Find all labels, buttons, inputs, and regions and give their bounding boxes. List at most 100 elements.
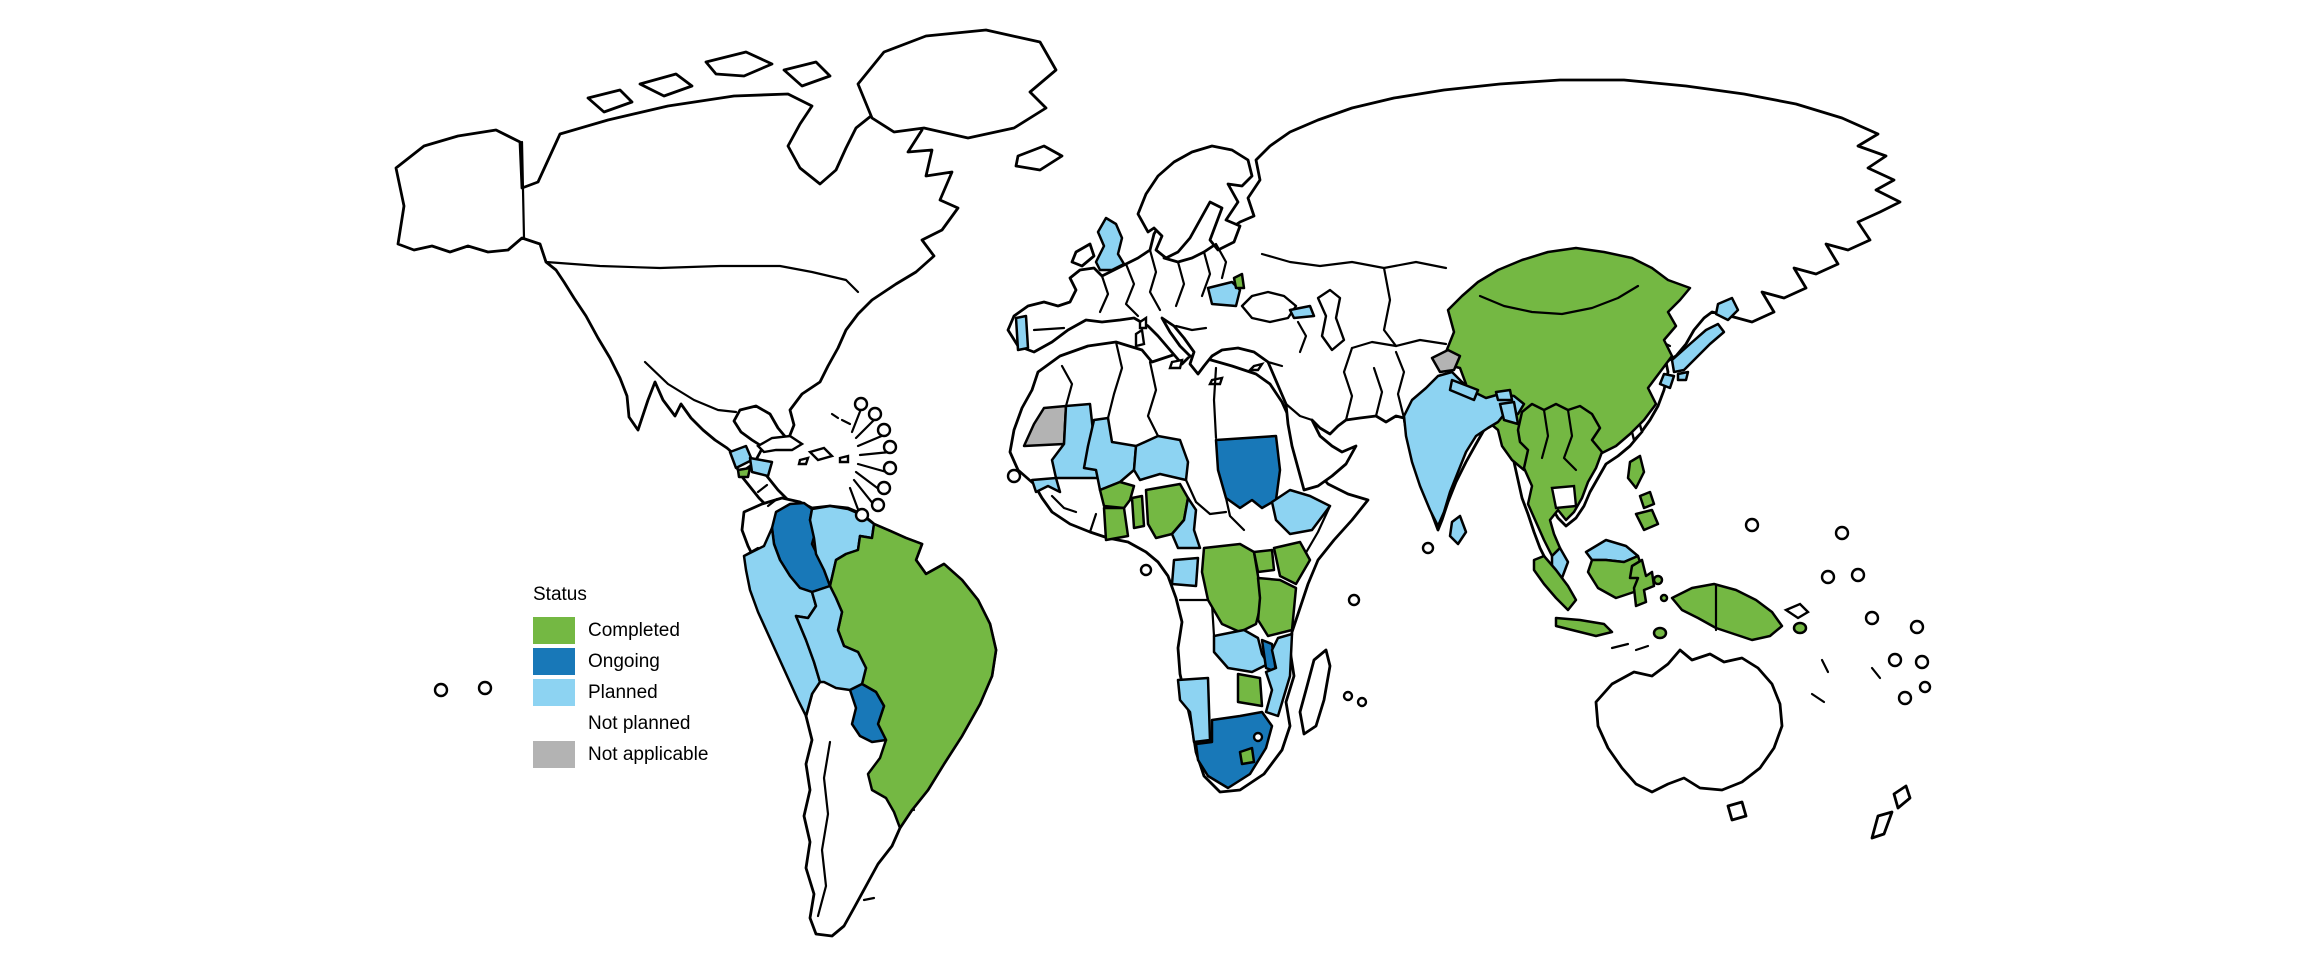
- country-borders: [520, 140, 1672, 918]
- landmass-new-zealand-north: [1892, 784, 1912, 810]
- sao-tome-circle: [1139, 563, 1153, 577]
- pacific-island-circle: [433, 682, 449, 698]
- colored-countries: [728, 216, 1808, 830]
- country-honduras: [748, 456, 774, 478]
- pacific-island-circle: [1864, 610, 1880, 626]
- arctic-island: [586, 88, 634, 114]
- caribbean-island-circle: [882, 439, 898, 455]
- country-portugal: [1014, 314, 1030, 352]
- country-lesotho: [1238, 746, 1256, 766]
- country-georgia: [1288, 304, 1316, 320]
- country-uganda: [1252, 548, 1276, 574]
- legend-label-ongoing: Ongoing: [588, 650, 660, 672]
- country-philippines-mindanao: [1634, 508, 1660, 532]
- landmass-scandinavia: [1136, 144, 1254, 260]
- country-ghana: [1102, 506, 1130, 542]
- country-romania: [1206, 280, 1242, 308]
- legend-item-not-applicable: Not applicable: [533, 741, 708, 768]
- border-sea-internal: [1540, 408, 1550, 460]
- country-timor-leste: [1652, 626, 1668, 640]
- pacific-island-circle: [1914, 654, 1930, 670]
- legend-swatch-not-planned: [533, 710, 575, 737]
- country-mozambique: [1264, 632, 1294, 718]
- country-benin: [1130, 494, 1146, 530]
- country-japan-kyushu: [1658, 372, 1676, 390]
- country-el-salvador: [736, 466, 752, 479]
- island-cyprus: [1247, 362, 1265, 372]
- arctic-island: [782, 60, 832, 88]
- country-burkina-faso: [1098, 480, 1136, 510]
- country-indonesia-sumatra: [1532, 554, 1578, 612]
- small-islands: [433, 396, 1932, 708]
- country-nepal: [1448, 378, 1480, 402]
- island-new-britain: [1783, 602, 1810, 620]
- caspian-sea: [1316, 288, 1346, 352]
- pacific-island-circle: [1820, 569, 1836, 585]
- country-cameroon: [1170, 496, 1202, 550]
- landmass-ireland: [1070, 242, 1096, 268]
- country-philippines-luzon: [1626, 454, 1646, 490]
- island-jamaica: [797, 456, 810, 466]
- country-zimbabwe: [1236, 672, 1264, 708]
- country-gabon: [1170, 556, 1200, 588]
- comoros-circle: [1342, 690, 1354, 702]
- legend-item-not-planned: Not planned: [533, 710, 708, 737]
- landmass-north-america: [394, 92, 960, 530]
- arctic-island: [704, 50, 774, 78]
- pacific-island-circle: [1909, 619, 1925, 635]
- legend-swatch-planned: [533, 679, 575, 706]
- region-kashmir: [1430, 348, 1462, 374]
- landmass-madagascar: [1298, 648, 1332, 736]
- pacific-island-circle: [477, 680, 493, 696]
- pacific-island-circle: [1834, 525, 1850, 541]
- arctic-island: [638, 72, 694, 98]
- mauritius-circle: [1356, 696, 1368, 708]
- country-sri-lanka: [1448, 514, 1468, 546]
- caribbean-island-circle: [853, 396, 869, 412]
- country-south-africa: [1194, 710, 1274, 790]
- pacific-island-circle: [1850, 567, 1866, 583]
- country-bangladesh: [1498, 400, 1520, 426]
- pacific-island-circle: [1918, 680, 1932, 694]
- country-eswatini: [1252, 731, 1264, 743]
- country-ethiopia: [1270, 488, 1332, 536]
- country-paraguay: [848, 682, 888, 744]
- legend-label-not-applicable: Not applicable: [588, 743, 709, 765]
- island-cuba: [756, 434, 805, 454]
- country-indonesia-moluccas: [1659, 593, 1669, 603]
- landmass-new-zealand-south: [1870, 810, 1894, 840]
- country-kenya: [1272, 540, 1312, 586]
- landmass-greenland: [856, 28, 1058, 140]
- lesser-sunda-dashes: [1610, 642, 1650, 652]
- country-japan-hokkaido: [1714, 296, 1740, 322]
- legend-item-ongoing: Ongoing: [533, 648, 708, 675]
- landmass-iceland: [1014, 144, 1064, 172]
- pacific-island-circle: [1897, 690, 1913, 706]
- caribbean-island-circle: [882, 460, 898, 476]
- country-solomon-islands: [1792, 621, 1808, 635]
- landmasses: [394, 28, 1912, 938]
- landmass-australia: [1594, 648, 1784, 794]
- country-philippines-visayas: [1638, 490, 1656, 510]
- caribbean-island-circle: [867, 406, 883, 422]
- island-hispaniola: [807, 446, 835, 462]
- country-namibia: [1176, 676, 1212, 744]
- caribbean-island-circle: [876, 422, 892, 438]
- cape-verde-circle: [1006, 468, 1022, 484]
- country-mainland-southeast-asia: [1516, 402, 1604, 558]
- legend-label-completed: Completed: [588, 619, 680, 641]
- black-sea: [1240, 290, 1298, 324]
- legend-item-completed: Completed: [533, 617, 708, 644]
- country-moldova: [1232, 272, 1246, 290]
- seychelles-circle: [1347, 593, 1361, 607]
- country-tanzania: [1256, 576, 1298, 638]
- country-japan-shikoku: [1676, 370, 1690, 382]
- country-indonesia-java: [1554, 616, 1614, 638]
- island-puerto-rico: [838, 454, 850, 464]
- country-united-kingdom: [1094, 216, 1126, 272]
- caribbean-island-circle: [876, 480, 892, 496]
- country-western-sahara: [1022, 404, 1068, 448]
- caribbean-leader-lines: [848, 407, 892, 522]
- island-sicily: [1168, 358, 1184, 370]
